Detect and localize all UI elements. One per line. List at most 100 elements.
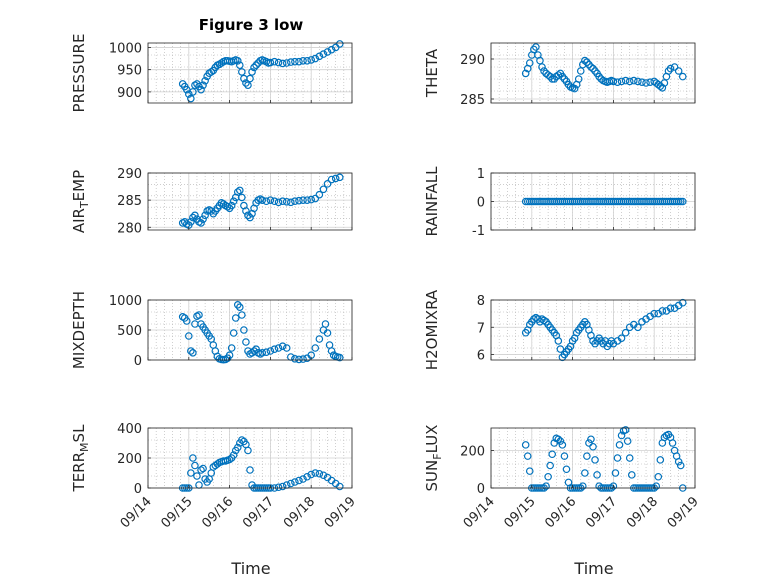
data-point bbox=[623, 437, 632, 445]
data-point bbox=[187, 94, 195, 103]
y-axis-label: SUNFLUX bbox=[423, 425, 444, 492]
data-point bbox=[291, 57, 299, 66]
y-tick-label: 0 bbox=[477, 482, 485, 497]
data-point bbox=[227, 201, 236, 210]
data-point bbox=[227, 344, 236, 352]
x-tick-label: 09/19 bbox=[322, 494, 359, 531]
data-point bbox=[315, 190, 324, 199]
data-point bbox=[678, 197, 687, 206]
data-point bbox=[266, 347, 275, 355]
data-point bbox=[585, 60, 593, 69]
data-point bbox=[321, 320, 330, 328]
data-point bbox=[299, 355, 307, 363]
data-point bbox=[291, 478, 299, 486]
data-point bbox=[223, 202, 232, 211]
data-point bbox=[185, 90, 193, 98]
data-point bbox=[201, 76, 209, 85]
data-point bbox=[233, 300, 242, 309]
data-point bbox=[525, 467, 534, 475]
data-point bbox=[335, 482, 344, 491]
data-point bbox=[668, 439, 677, 447]
data-point bbox=[286, 479, 295, 488]
data-point bbox=[583, 452, 591, 460]
data-point bbox=[621, 328, 630, 337]
data-point bbox=[266, 196, 275, 204]
data-point bbox=[625, 77, 634, 86]
data-point bbox=[652, 482, 661, 490]
data-point bbox=[213, 460, 222, 468]
data-point bbox=[617, 77, 626, 86]
data-point bbox=[554, 435, 563, 444]
data-point bbox=[282, 197, 291, 206]
data-point bbox=[246, 466, 254, 474]
data-point bbox=[229, 451, 238, 459]
data-point bbox=[638, 78, 646, 87]
data-point bbox=[182, 317, 191, 325]
x-tick-label: 09/17 bbox=[583, 494, 620, 531]
data-point bbox=[242, 338, 250, 346]
data-point bbox=[562, 465, 571, 474]
data-point bbox=[335, 173, 344, 182]
y-tick-label: 7 bbox=[477, 321, 485, 336]
data-point bbox=[270, 345, 279, 354]
data-point bbox=[521, 69, 530, 78]
data-point bbox=[303, 196, 311, 204]
x-tick-label: 09/18 bbox=[281, 494, 318, 531]
data-point bbox=[193, 472, 201, 480]
x-tick-label: 09/15 bbox=[502, 494, 539, 531]
data-point bbox=[248, 68, 256, 76]
data-point bbox=[199, 81, 207, 90]
data-point bbox=[195, 311, 203, 319]
data-point bbox=[242, 79, 250, 87]
data-point bbox=[291, 197, 299, 206]
y-tick-label: 0 bbox=[477, 196, 485, 211]
data-point bbox=[550, 75, 559, 83]
data-point bbox=[299, 56, 307, 65]
data-point bbox=[656, 456, 665, 464]
data-point bbox=[532, 43, 540, 51]
data-point bbox=[282, 59, 291, 67]
subplot-8: 0 200 09/14 09/15 09/16 09/17 09/18 09/19 SUNFLU… bbox=[423, 425, 702, 532]
data-point bbox=[554, 71, 563, 79]
y-tick-label: 0 bbox=[134, 482, 142, 497]
data-point bbox=[311, 54, 320, 63]
data-point bbox=[189, 348, 197, 357]
data-point bbox=[315, 52, 324, 61]
data-point bbox=[246, 213, 254, 222]
data-point bbox=[570, 84, 579, 93]
data-point bbox=[238, 193, 246, 202]
data-point bbox=[627, 471, 636, 479]
x-tick-label: 09/18 bbox=[624, 494, 661, 531]
axes-box bbox=[490, 427, 696, 489]
data-point bbox=[238, 68, 246, 76]
data-point bbox=[650, 309, 659, 318]
data-point bbox=[542, 482, 550, 490]
data-point bbox=[233, 443, 242, 452]
axes-box bbox=[490, 299, 696, 361]
data-point bbox=[617, 431, 626, 440]
data-point bbox=[621, 426, 630, 434]
data-point bbox=[591, 456, 599, 464]
y-tick-label: 0 bbox=[134, 354, 142, 369]
data-point bbox=[191, 211, 199, 220]
data-point bbox=[299, 196, 307, 204]
data-point bbox=[560, 75, 569, 83]
x-tick-label: 09/16 bbox=[542, 494, 579, 531]
data-point bbox=[307, 470, 316, 479]
data-point bbox=[666, 304, 675, 312]
y-tick-label: 200 bbox=[117, 452, 142, 467]
data-point bbox=[295, 57, 303, 66]
data-point bbox=[556, 345, 565, 353]
y-axis-label: PRESSURE bbox=[70, 34, 88, 113]
y-axis-label: RAINFALL bbox=[423, 166, 441, 237]
data-point bbox=[540, 316, 548, 325]
data-point bbox=[664, 67, 673, 75]
y-tick-label: 900 bbox=[117, 86, 142, 101]
data-point bbox=[242, 207, 250, 215]
y-tick-label: 285 bbox=[460, 93, 485, 108]
data-point bbox=[525, 59, 534, 67]
data-point bbox=[617, 334, 626, 342]
data-point bbox=[185, 332, 193, 340]
data-point bbox=[250, 63, 258, 72]
